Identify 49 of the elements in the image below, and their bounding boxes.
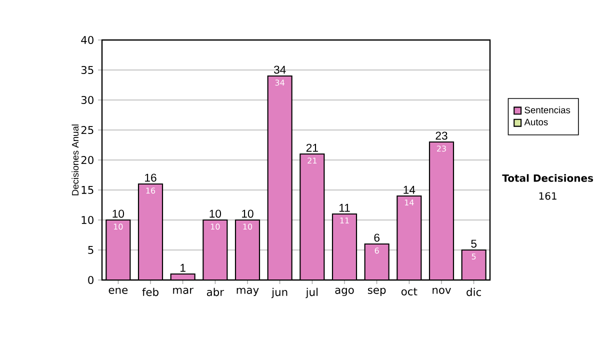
x-tick-label: feb (142, 288, 158, 296)
text: Total Decisiones (502, 174, 594, 182)
x-tick-label: nov (432, 288, 451, 294)
data-label: 14 (404, 200, 414, 206)
x-tick-label: ene (108, 288, 128, 294)
y-tick-label: 0 (88, 276, 94, 284)
data-label: 5 (472, 254, 476, 260)
x-tick-label: oct (401, 288, 418, 296)
total-label: 21 (306, 144, 318, 152)
data-label: 6 (374, 248, 379, 254)
y-tick-label: 15 (82, 186, 94, 194)
total-label: 1 (180, 264, 186, 272)
x-tick-label: may (236, 288, 259, 296)
legend-label: Sentencias (524, 106, 570, 114)
y-tick-label: 20 (81, 156, 94, 164)
total-label: 11 (339, 204, 350, 212)
y-tick-label: 5 (88, 246, 94, 254)
x-tick-label: dic (466, 288, 481, 296)
data-label: 10 (114, 224, 123, 230)
total-label: 10 (112, 210, 124, 218)
total-label: 10 (242, 210, 254, 218)
x-tick-label: sep (368, 288, 386, 296)
data-label: 11 (340, 218, 349, 224)
y-tick-label: 10 (82, 216, 94, 224)
text: 161 (539, 192, 556, 200)
total-label: 23 (436, 132, 448, 140)
x-tick-label: ago (335, 288, 354, 296)
data-label: 21 (308, 158, 317, 164)
data-label: 34 (275, 80, 284, 86)
total-label: 16 (145, 174, 156, 182)
y-tick-label: 25 (81, 126, 94, 134)
total-label: 34 (274, 66, 286, 74)
total-label: 10 (210, 210, 222, 218)
data-label: 23 (437, 146, 446, 152)
x-tick-label: abr (206, 288, 224, 296)
x-tick-label: jul (306, 288, 318, 298)
x-tick-label: jun (271, 288, 288, 298)
y-tick-label: 30 (81, 96, 94, 104)
y-axis-title: Decisiones Anual (72, 124, 79, 196)
data-label: 16 (146, 188, 156, 194)
data-label: 10 (210, 224, 220, 230)
total-label: 5 (471, 240, 477, 248)
total-label: 6 (374, 234, 380, 242)
x-tick-label: mar (173, 288, 194, 294)
legend-label: Autos (524, 118, 548, 126)
y-tick-label: 35 (81, 66, 94, 74)
y-tick-label: 40 (81, 36, 94, 44)
total-label: 14 (404, 186, 416, 194)
data-label: 10 (243, 224, 252, 230)
